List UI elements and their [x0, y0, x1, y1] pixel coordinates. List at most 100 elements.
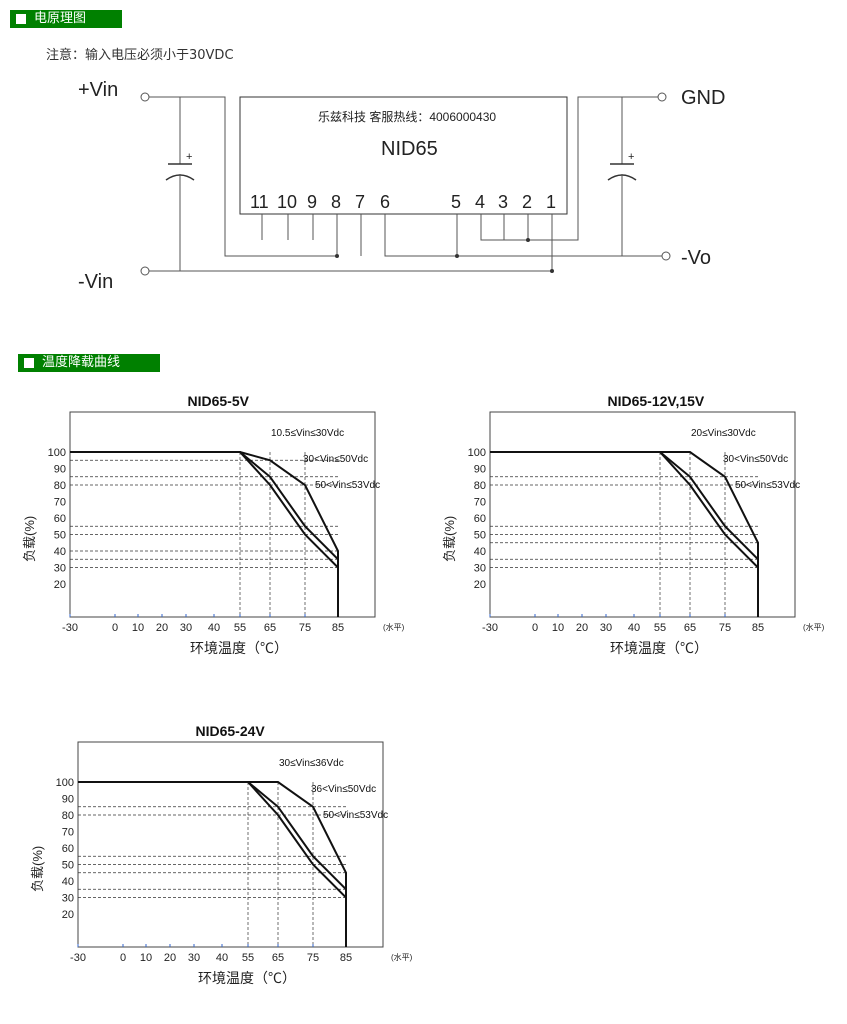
x-tick-label: 40: [208, 622, 220, 634]
pin-label: 4: [475, 192, 485, 212]
series-label: 20≤Vin≤30Vdc: [691, 428, 756, 439]
x-tick-label: 0: [112, 622, 118, 634]
x-tick-label: 55: [234, 622, 246, 634]
wire-vo-neg: [384, 214, 662, 257]
y-tick-label: 80: [54, 480, 66, 492]
x-tick-label: 55: [242, 952, 254, 964]
series-label: 50<Vin≤53Vdc: [735, 480, 800, 491]
pin-label: 2: [522, 192, 532, 212]
x-tick-label: 30: [188, 952, 200, 964]
y-tick-label: 90: [474, 464, 486, 476]
junction-dot: [550, 269, 554, 273]
x-tick-label: 10: [140, 952, 152, 964]
series-label: 30<Vin≤50Vdc: [303, 454, 368, 465]
y-tick-label: 50: [62, 860, 74, 872]
x-tick-label: 30: [180, 622, 192, 634]
label-vin-neg: -Vin: [78, 271, 113, 293]
x-tick-label: -30: [70, 952, 86, 964]
y-tick-label: 50: [474, 530, 486, 542]
wire-vin-neg: [149, 214, 553, 272]
x-axis-label: 环境温度（℃）: [190, 640, 288, 656]
x-tick-label: -30: [62, 622, 78, 634]
y-axis-label: 负载(%): [442, 516, 457, 562]
y-tick-label: 30: [54, 563, 66, 575]
unit-note: (水平): [391, 952, 413, 962]
pin-label: 3: [498, 192, 508, 212]
y-tick-label: 60: [54, 513, 66, 525]
derating-chart-24v: NID65-24V 100 90 80 70 60 50 40 30 20 -30 0 10 20 30 40…: [30, 723, 413, 986]
y-tick-label: 70: [474, 497, 486, 509]
pin-label: 11: [250, 192, 269, 212]
x-tick-label: 40: [216, 952, 228, 964]
wire-vin-pos: [149, 96, 337, 257]
x-tick-label: 55: [654, 622, 666, 634]
terminal-vo-neg: [661, 251, 671, 261]
y-tick-label: 80: [62, 810, 74, 822]
chart-title: NID65-24V: [196, 723, 266, 739]
x-axis-label: 环境温度（℃）: [198, 970, 296, 986]
label-vin-pos: +Vin: [78, 79, 118, 101]
series-label: 30≤Vin≤36Vdc: [279, 758, 344, 769]
x-tick-label: 20: [576, 622, 588, 634]
pin-label: 9: [307, 192, 317, 212]
pin-label: 7: [355, 192, 365, 212]
series-label: 50<Vin≤53Vdc: [315, 480, 380, 491]
junction-dot: [526, 238, 530, 242]
x-axis-label: 环境温度（℃）: [610, 640, 708, 656]
pin-label: 6: [380, 192, 390, 212]
y-tick-label: 60: [474, 513, 486, 525]
x-tick-label: 65: [264, 622, 276, 634]
series-line: [70, 451, 339, 617]
x-tick-label: 0: [120, 952, 126, 964]
label-gnd: GND: [681, 87, 725, 109]
pin-label: 1: [546, 192, 556, 212]
series-line: [78, 781, 347, 947]
plot-frame: [489, 411, 796, 618]
plot-frame: [77, 741, 384, 948]
plot-frame: [69, 411, 376, 618]
module-box: [239, 96, 568, 215]
series-label: 10.5≤Vin≤30Vdc: [271, 428, 344, 439]
y-tick-label: 100: [48, 447, 66, 459]
derating-chart-12v-15v: NID65-12V,15V 100 90 80 70 60 50 40 30 20 -30 0 10 20…: [442, 393, 825, 656]
x-tick-label: 0: [532, 622, 538, 634]
module-company: 乐兹科技 客服热线：4006000430: [318, 109, 496, 124]
y-tick-label: 20: [54, 579, 66, 591]
series-label: 36<Vin≤50Vdc: [311, 784, 376, 795]
y-tick-label: 100: [56, 777, 74, 789]
square-bullet-icon: [16, 14, 26, 24]
series-label: 50<Vin≤53Vdc: [323, 810, 388, 821]
y-tick-label: 30: [62, 893, 74, 905]
x-tick-label: 85: [340, 952, 352, 964]
series-label: 30<Vin≤50Vdc: [723, 454, 788, 465]
y-tick-label: 40: [62, 876, 74, 888]
pin-label: 5: [451, 192, 461, 212]
y-tick-label: 70: [54, 497, 66, 509]
y-tick-label: 70: [62, 827, 74, 839]
y-tick-label: 90: [62, 794, 74, 806]
x-tick-label: 65: [684, 622, 696, 634]
x-tick-label: 20: [164, 952, 176, 964]
pin-label: 10: [277, 192, 297, 212]
terminal-vin-pos: [140, 92, 150, 102]
y-tick-label: 50: [54, 530, 66, 542]
chart-title: NID65-12V,15V: [608, 393, 705, 409]
y-tick-label: 40: [54, 546, 66, 558]
junction-dot: [335, 254, 339, 258]
y-tick-label: 80: [474, 480, 486, 492]
y-tick-label: 20: [62, 909, 74, 921]
x-tick-label: 85: [332, 622, 344, 634]
circuit-schematic: +Vin -Vin GND -Vo + + 乐兹科技 客服热线：40060004…: [78, 79, 725, 293]
cap-left-plus: +: [186, 151, 192, 163]
y-axis-label: 负载(%): [22, 516, 37, 562]
y-tick-label: 30: [474, 563, 486, 575]
y-tick-label: 90: [54, 464, 66, 476]
chart-title: NID65-5V: [188, 393, 250, 409]
x-tick-label: 65: [272, 952, 284, 964]
x-tick-label: 20: [156, 622, 168, 634]
y-tick-label: 20: [474, 579, 486, 591]
input-voltage-note: 注意：输入电压必须小于30VDC: [46, 48, 234, 63]
x-tick-label: 10: [132, 622, 144, 634]
y-tick-label: 40: [474, 546, 486, 558]
pin-label: 8: [331, 192, 341, 212]
